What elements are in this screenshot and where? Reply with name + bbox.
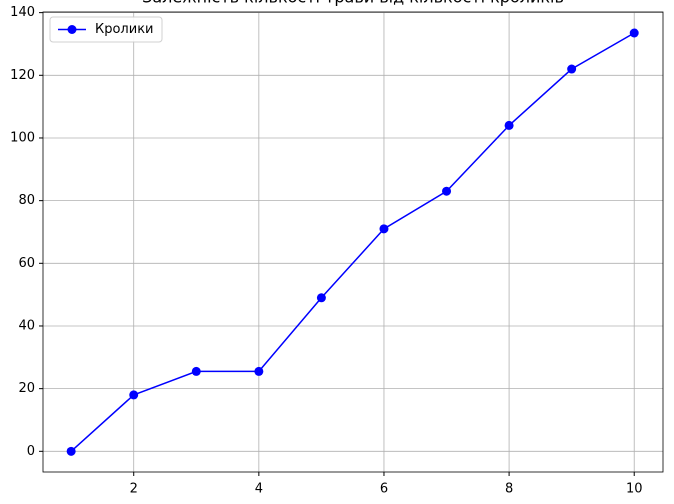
- y-tick-label: 100: [10, 130, 35, 145]
- plot-frame: [42, 11, 664, 473]
- legend-box: [49, 16, 163, 43]
- data-point: [254, 366, 264, 376]
- y-tick-label: 60: [18, 256, 35, 271]
- x-tick-label: 2: [130, 482, 138, 497]
- legend-label: Кролики: [95, 22, 154, 37]
- y-tick-label: 120: [10, 68, 35, 83]
- data-point: [504, 120, 514, 130]
- data-point: [66, 446, 76, 456]
- y-tick-label: 20: [18, 381, 35, 396]
- data-point: [567, 64, 577, 74]
- legend-marker: [67, 25, 77, 34]
- chart-title: Залежність кількості трави від кількості…: [142, 0, 564, 7]
- legend: Кролики: [49, 16, 163, 43]
- y-tick-label: 140: [10, 5, 35, 20]
- x-tick-label: 6: [380, 482, 388, 497]
- y-tick-label: 80: [18, 193, 35, 208]
- y-tick-label: 40: [18, 318, 35, 333]
- data-point: [442, 186, 452, 196]
- data-point: [316, 293, 326, 303]
- data-point: [379, 224, 389, 234]
- y-tick-label: 0: [27, 444, 35, 459]
- x-tick-label: 4: [255, 482, 263, 497]
- data-point: [129, 390, 139, 400]
- x-tick-label: 8: [505, 482, 513, 497]
- x-tick-label: 10: [626, 482, 643, 497]
- data-point: [629, 28, 639, 38]
- series-line: [70, 32, 635, 452]
- data-point: [191, 366, 201, 376]
